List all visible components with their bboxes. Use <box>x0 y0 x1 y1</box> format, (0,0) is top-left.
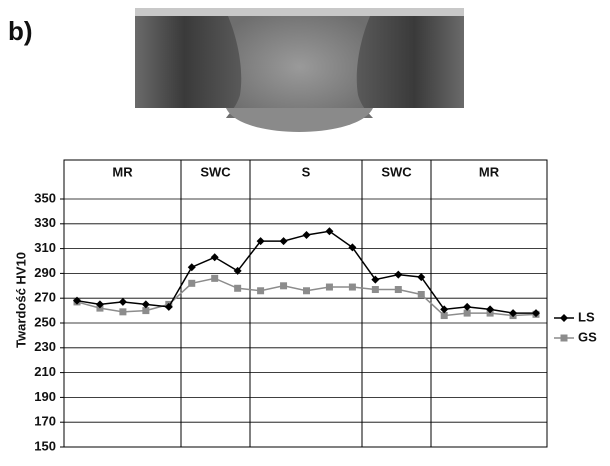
marker <box>257 287 264 294</box>
marker <box>188 280 195 287</box>
y-tick-label: 290 <box>34 265 56 280</box>
y-tick-label: 230 <box>34 339 56 354</box>
marker <box>234 285 241 292</box>
zone-label: MR <box>479 164 500 179</box>
marker <box>395 286 402 293</box>
legend-marker <box>561 335 568 342</box>
marker <box>303 231 311 239</box>
y-axis-label: Twardość HV10 <box>13 252 28 348</box>
y-tick-label: 250 <box>34 314 56 329</box>
marker <box>349 284 356 291</box>
legend-marker <box>560 314 568 322</box>
marker <box>372 286 379 293</box>
marker <box>394 271 402 279</box>
marker <box>280 237 288 245</box>
y-tick-label: 150 <box>34 438 56 453</box>
y-tick-label: 170 <box>34 414 56 429</box>
marker <box>211 275 218 282</box>
y-tick-label: 330 <box>34 215 56 230</box>
chart: b) Twardość HV10 150 170 190 210 230 250 270 29… <box>0 0 610 461</box>
legend-label: LS <box>578 309 595 324</box>
zone-label: SWC <box>381 164 412 179</box>
y-tick-label: 350 <box>34 190 56 205</box>
legend-label: GS <box>578 329 597 344</box>
zone-label: SWC <box>200 164 231 179</box>
micrograph <box>135 8 464 132</box>
y-tick-label: 270 <box>34 290 56 305</box>
y-tick-label: 190 <box>34 389 56 404</box>
panel-label: b) <box>8 16 33 46</box>
marker <box>119 298 127 306</box>
marker <box>280 282 287 289</box>
marker <box>188 263 196 271</box>
zone-label: MR <box>112 164 133 179</box>
marker <box>119 308 126 315</box>
y-tick-label: 210 <box>34 364 56 379</box>
marker <box>211 253 219 261</box>
zone-label: S <box>302 164 311 179</box>
marker <box>418 291 425 298</box>
marker <box>326 284 333 291</box>
marker <box>303 287 310 294</box>
y-tick-label: 310 <box>34 240 56 255</box>
